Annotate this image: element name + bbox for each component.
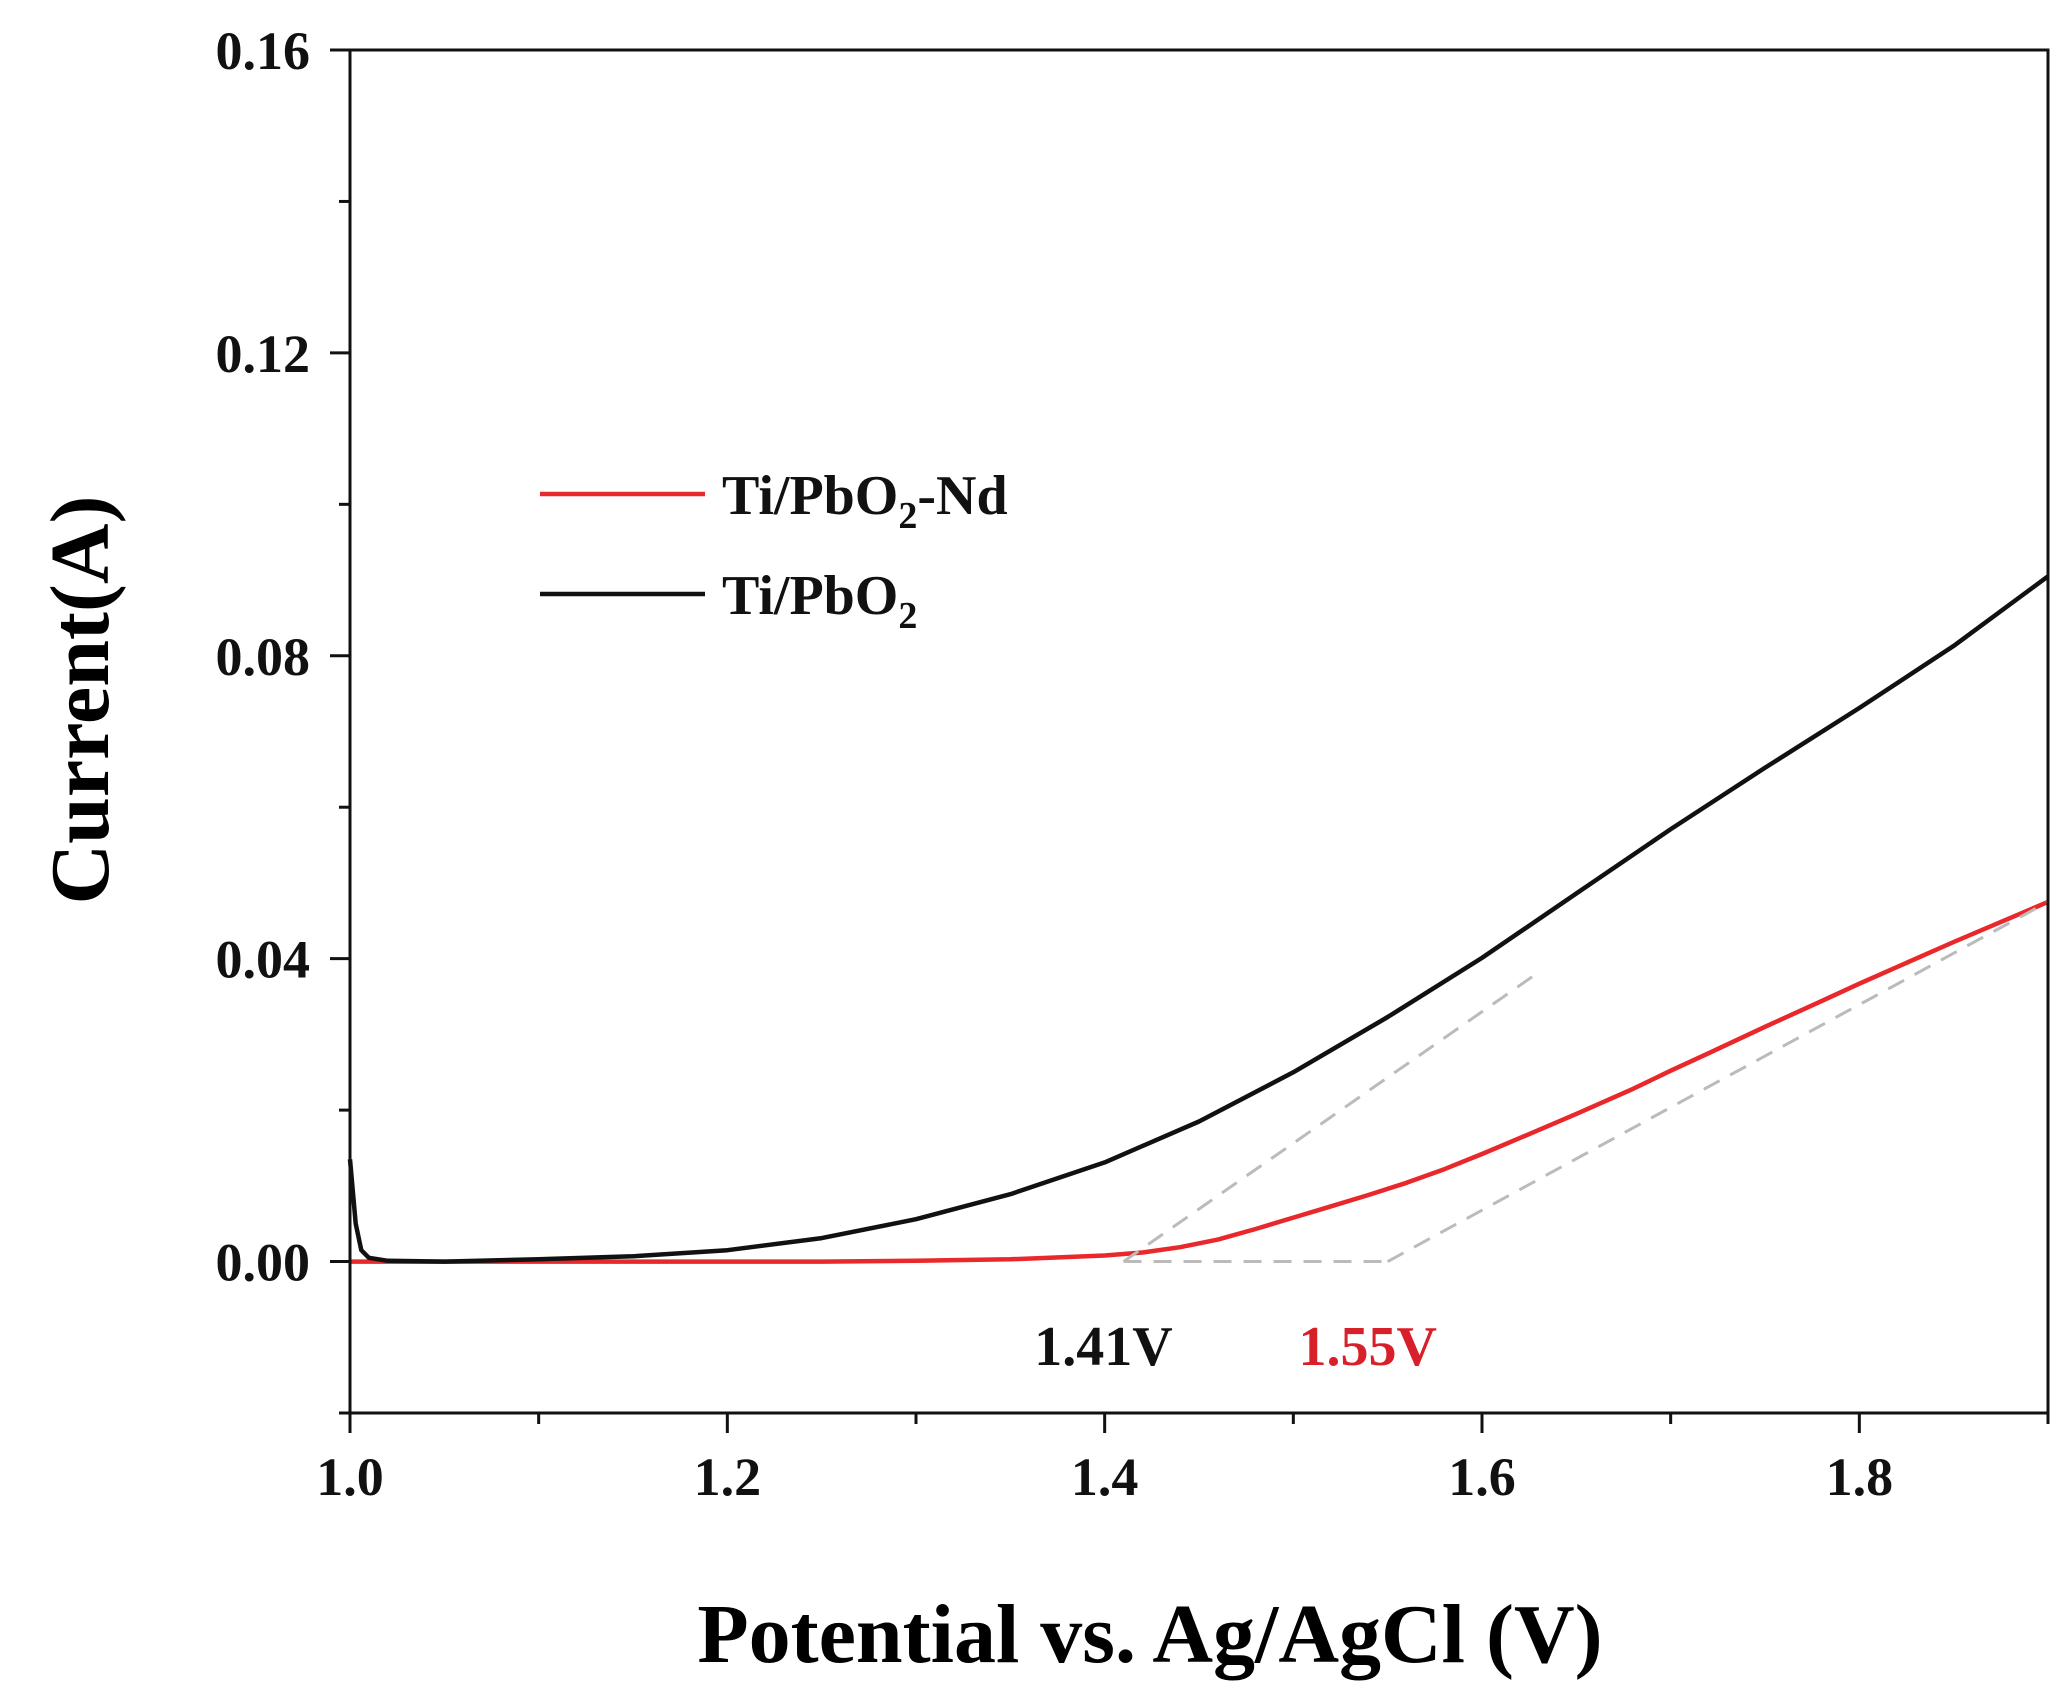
- annotation-0: 1.41V: [1034, 1316, 1172, 1378]
- y-tick-label: 0.08: [216, 627, 311, 687]
- legend: Ti/PbO2-Nd Ti/PbO2: [540, 465, 1008, 637]
- series-line-1: [347, 574, 2050, 1264]
- annotation-1: 1.55V: [1298, 1316, 1436, 1378]
- tangent-line-0: [1122, 971, 1540, 1263]
- axis-ticks: [330, 48, 2050, 1433]
- x-tick-label: 1.4: [1071, 1447, 1139, 1507]
- annotations: 1.41V 1.55V: [1034, 1316, 1437, 1378]
- y-tick-label: 0.12: [216, 324, 311, 384]
- y-tick-label: 0.04: [216, 930, 311, 990]
- axis-tick-labels: 1.0 1.2 1.4 1.6 1.8 0.00 0.04 0.08 0.12 0.16: [216, 21, 1894, 1507]
- x-tick-label: 1.0: [316, 1447, 384, 1507]
- x-axis-title: Potential vs. Ag/AgCl (V): [697, 1588, 1602, 1681]
- x-tick-label: 1.2: [694, 1447, 762, 1507]
- x-tick-label: 1.6: [1448, 1447, 1516, 1507]
- y-axis-title: Current(A): [34, 495, 127, 904]
- tangent-line-1: [1386, 900, 2049, 1263]
- plot-lines: [347, 574, 2050, 1264]
- y-tick-label: 0.00: [216, 1233, 311, 1293]
- x-tick-label: 1.8: [1826, 1447, 1894, 1507]
- plot-frame: [348, 48, 2050, 1415]
- legend-label-1: Ti/PbO2: [722, 565, 917, 637]
- legend-label-0: Ti/PbO2-Nd: [722, 465, 1008, 537]
- series-line-0: [350, 899, 2049, 1264]
- y-tick-label: 0.16: [216, 21, 311, 81]
